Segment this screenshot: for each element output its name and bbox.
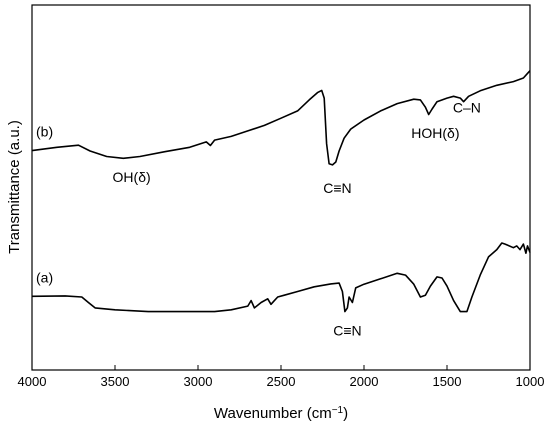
peak-annotation: C≡N	[323, 180, 351, 196]
x-axis-title-main: Wavenumber (cm	[214, 405, 332, 422]
peak-annotation: HOH(δ)	[411, 125, 459, 141]
x-axis-title: Wavenumber (cm−1)	[214, 405, 348, 422]
peak-annotation: C≡N	[333, 322, 361, 338]
series-line	[31, 70, 531, 166]
x-tick-label: 3000	[184, 374, 213, 389]
x-tick-label: 3500	[101, 374, 130, 389]
x-tick-label: 1000	[516, 374, 545, 389]
series-layer	[31, 70, 531, 313]
y-axis-title: Transmittance (a.u.)	[6, 120, 23, 254]
x-tick-label: 1500	[433, 374, 462, 389]
series-label: (b)	[36, 124, 53, 140]
series-labels: (b) (a)	[36, 124, 53, 286]
x-axis-ticks: 4000 3500 3000 2500 2000 1500 1000	[18, 365, 545, 389]
annotations: OH(δ) C≡N HOH(δ) C–N C≡N	[113, 100, 481, 339]
x-tick-label: 4000	[18, 374, 47, 389]
series-label: (a)	[36, 269, 53, 285]
plot-frame	[31, 4, 531, 371]
peak-annotation: OH(δ)	[113, 169, 151, 185]
x-axis-title-end: )	[343, 405, 348, 422]
x-tick-label: 2000	[350, 374, 379, 389]
x-tick-label: 2500	[267, 374, 296, 389]
x-axis-title-superscript: −1	[332, 405, 344, 416]
series-line	[31, 242, 531, 313]
peak-annotation: C–N	[453, 100, 481, 116]
